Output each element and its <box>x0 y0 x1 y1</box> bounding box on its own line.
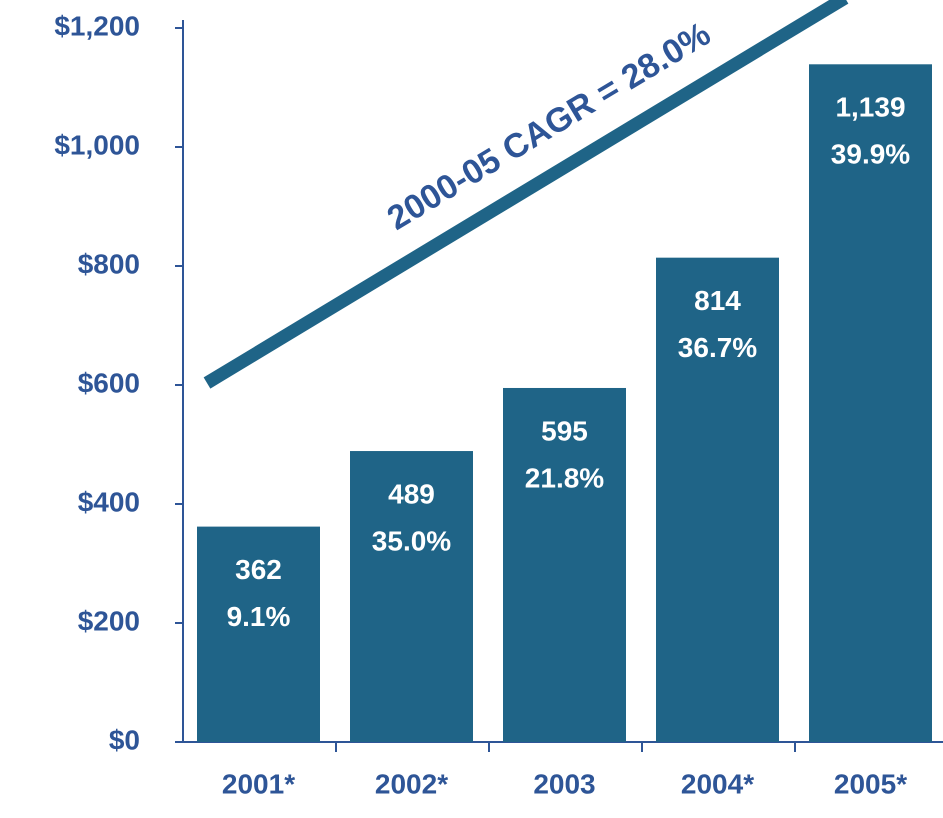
growth-label: 35.0% <box>372 525 451 556</box>
trend-arrow <box>203 0 849 389</box>
bar <box>656 257 779 742</box>
x-tick-label: 2002* <box>375 768 448 799</box>
x-tick-label: 2001* <box>222 768 295 799</box>
value-label: 814 <box>694 285 741 316</box>
value-label: 362 <box>235 554 282 585</box>
y-tick-label: $200 <box>78 605 140 636</box>
y-tick-label: $0 <box>109 724 140 755</box>
x-tick-label: 2005* <box>834 768 907 799</box>
bar <box>350 451 473 742</box>
annotation: 2000-05 CAGR = 28.0% <box>381 15 717 238</box>
value-label: 1,139 <box>835 92 905 123</box>
y-tick-label: $600 <box>78 367 140 398</box>
growth-label: 36.7% <box>678 332 757 363</box>
y-tick-label: $1,200 <box>54 10 140 41</box>
bar <box>809 64 932 743</box>
value-label: 489 <box>388 478 435 509</box>
y-tick-label: $1,000 <box>54 129 140 160</box>
growth-label: 21.8% <box>525 462 604 493</box>
growth-label: 39.9% <box>831 139 910 170</box>
growth-label: 9.1% <box>227 601 291 632</box>
x-tick-label: 2003 <box>533 768 595 799</box>
x-tick-label: 2004* <box>681 768 754 799</box>
y-tick-label: $800 <box>78 248 140 279</box>
bar <box>503 387 626 742</box>
value-label: 595 <box>541 415 588 446</box>
y-tick-label: $400 <box>78 486 140 517</box>
bar <box>197 526 320 742</box>
